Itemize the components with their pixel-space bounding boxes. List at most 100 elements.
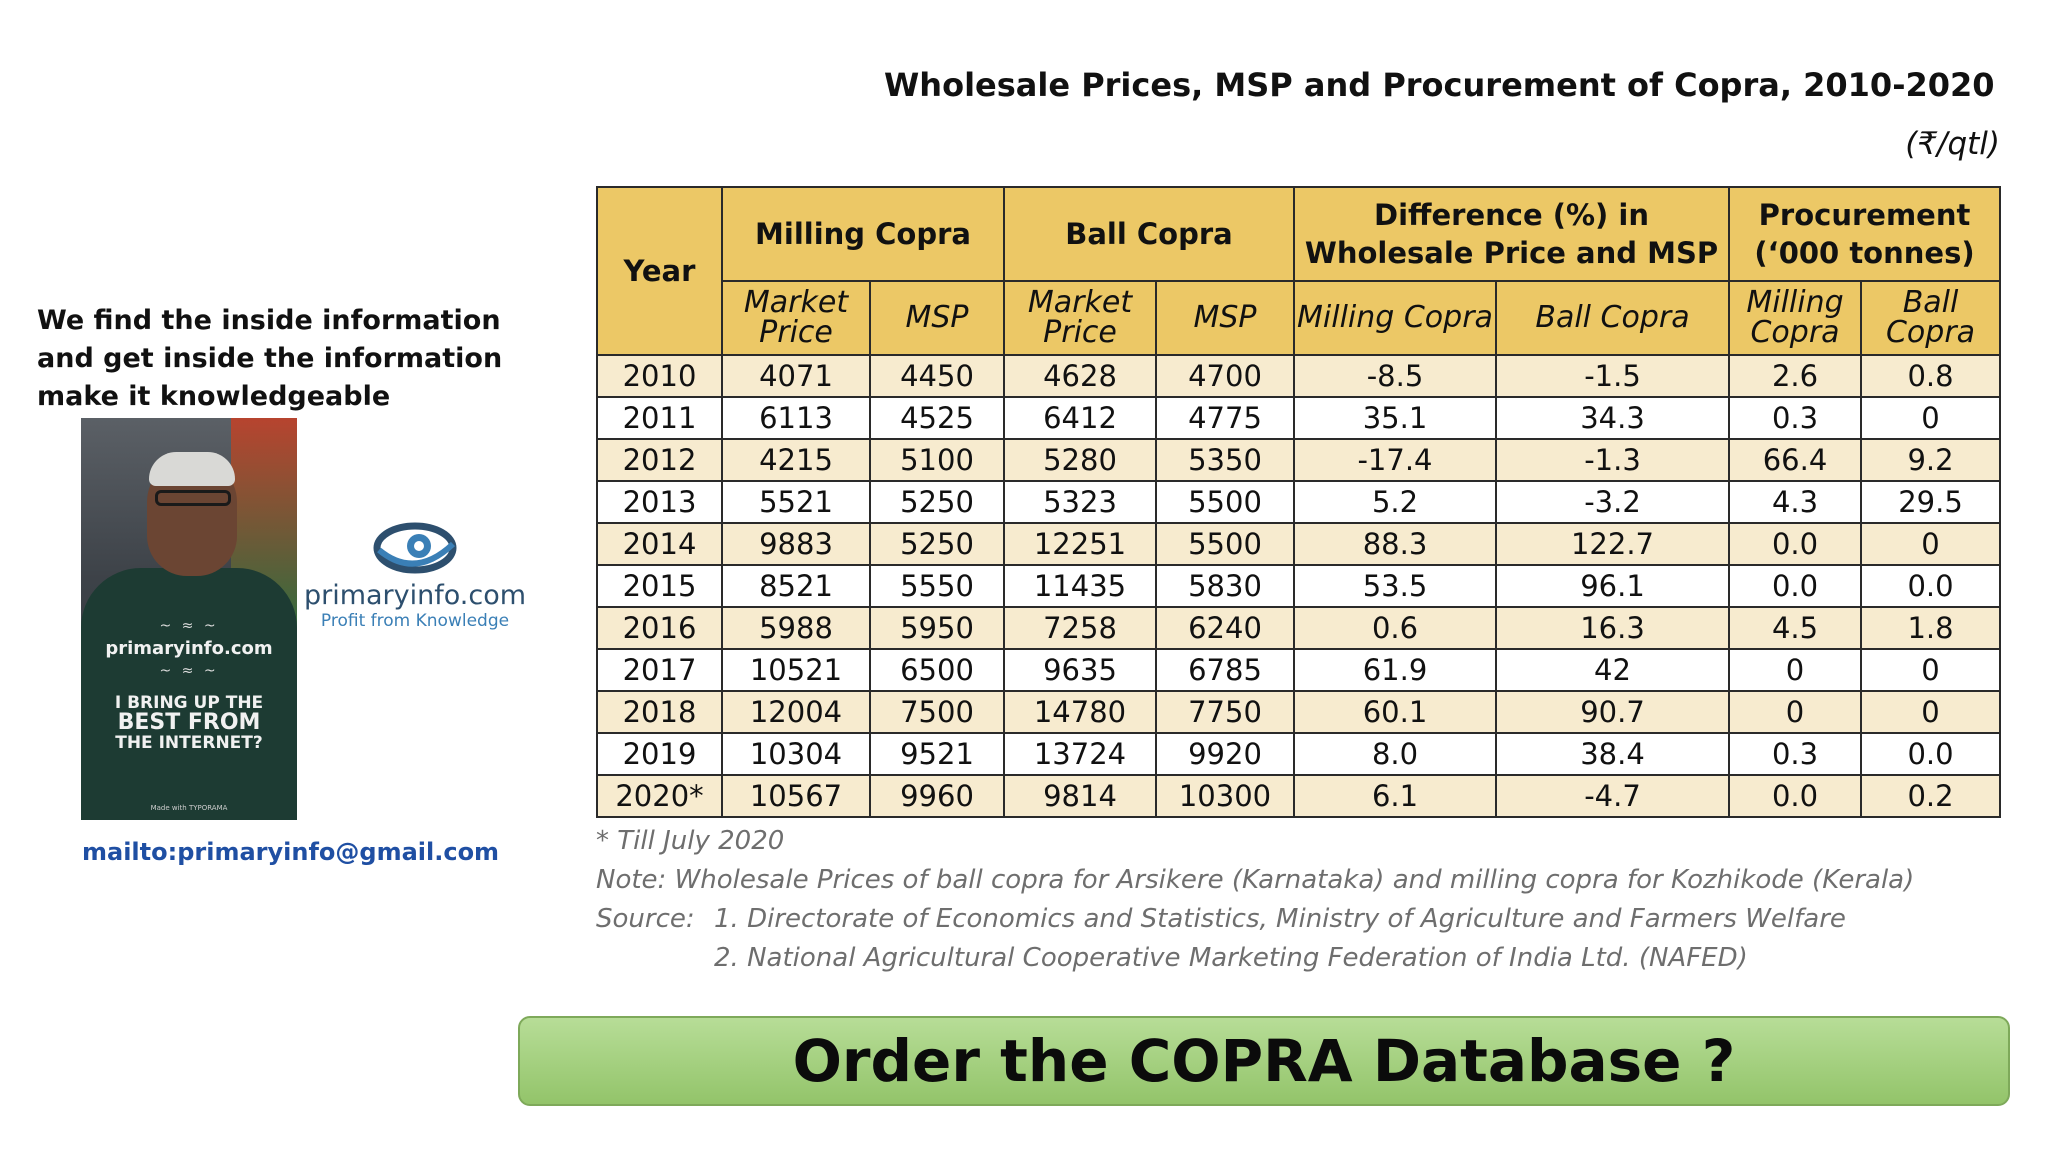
- table-cell: 0.2: [1859, 774, 2002, 818]
- table-cell: 9814: [1003, 774, 1157, 818]
- subheader-msp: MSP: [869, 280, 1005, 356]
- table-row: 2015 8521 5550 11435 5830 53.5 96.1 0.0 0.0: [596, 564, 2002, 608]
- header-year: Year: [596, 186, 723, 356]
- year-cell: 2014: [596, 522, 723, 566]
- table-cell: 10521: [721, 648, 871, 692]
- table-cell: 0.0: [1859, 732, 2002, 776]
- table-cell: 122.7: [1495, 522, 1730, 566]
- photo-shirt: [81, 568, 297, 820]
- tagline: We find the inside information and get i…: [37, 302, 517, 416]
- email-link[interactable]: mailto:primaryinfo@gmail.com: [82, 838, 500, 866]
- shirt-brand: primaryinfo.com: [105, 638, 273, 659]
- table-cell: 4215: [721, 438, 871, 482]
- year-cell: 2012: [596, 438, 723, 482]
- table-cell: 0.0: [1728, 564, 1862, 608]
- table-cell: 5500: [1155, 522, 1295, 566]
- year-cell: 2019: [596, 732, 723, 776]
- table-unit: (₹/qtl): [1905, 126, 2000, 162]
- header-ball-copra: Ball Copra: [1003, 186, 1295, 282]
- order-database-button[interactable]: Order the COPRA Database ?: [518, 1016, 2010, 1106]
- table-cell: 35.1: [1293, 396, 1497, 440]
- table-cell: 66.4: [1728, 438, 1862, 482]
- table-cell: 16.3: [1495, 606, 1730, 650]
- subheader-market-price: Market Price: [1003, 280, 1157, 356]
- table-cell: 4450: [869, 354, 1005, 398]
- table-cell: 2.6: [1728, 354, 1862, 398]
- author-photo: ~ ≈ ~ primaryinfo.com ~ ≈ ~ I BRING UP T…: [81, 418, 297, 820]
- table-cell: 5350: [1155, 438, 1295, 482]
- table-cell: 88.3: [1293, 522, 1497, 566]
- table-cell: 0: [1859, 648, 2002, 692]
- table-cell: -8.5: [1293, 354, 1497, 398]
- subheader-msp: MSP: [1155, 280, 1295, 356]
- left-panel: We find the inside information and get i…: [0, 0, 540, 1152]
- table-cell: 8521: [721, 564, 871, 608]
- table-cell: 4775: [1155, 396, 1295, 440]
- table-cell: 0: [1859, 522, 2002, 566]
- ornament-icon: ~ ≈ ~: [159, 618, 219, 634]
- table-cell: 0.3: [1728, 732, 1862, 776]
- source-label: Source:: [596, 904, 695, 934]
- table-cell: 5500: [1155, 480, 1295, 524]
- table-cell: 10304: [721, 732, 871, 776]
- table-cell: 5250: [869, 522, 1005, 566]
- table-cell: 9920: [1155, 732, 1295, 776]
- table-cell: 9883: [721, 522, 871, 566]
- subheader-proc-ball: Ball Copra: [1859, 280, 2002, 356]
- subheader-diff-ball: Ball Copra: [1495, 280, 1730, 356]
- table-cell: 4525: [869, 396, 1005, 440]
- table-cell: 10300: [1155, 774, 1295, 818]
- slogan-line: THE INTERNET?: [115, 733, 263, 753]
- table-row: 2011 6113 4525 6412 4775 35.1 34.3 0.3 0: [596, 396, 2002, 440]
- table-cell: 5950: [869, 606, 1005, 650]
- table-cell: 7258: [1003, 606, 1157, 650]
- table-cell: 4071: [721, 354, 871, 398]
- logo-subtitle: Profit from Knowledge: [320, 611, 510, 631]
- table-cell: 6.1: [1293, 774, 1497, 818]
- table-cell: 5830: [1155, 564, 1295, 608]
- table-row: 2014 9883 5250 12251 5500 88.3 122.7 0.0 0: [596, 522, 2002, 566]
- table-cell: 0: [1859, 690, 2002, 734]
- photo-glasses: [155, 490, 231, 506]
- photo-credit: Made with TYPORAMA: [150, 804, 228, 812]
- table-cell: 6113: [721, 396, 871, 440]
- table-cell: 7750: [1155, 690, 1295, 734]
- shirt-slogan: I BRING UP THE BEST FROM THE INTERNET?: [81, 693, 297, 753]
- table-row: 2017 10521 6500 9635 6785 61.9 42 0 0: [596, 648, 2002, 692]
- table-cell: 60.1: [1293, 690, 1497, 734]
- table-cell: -3.2: [1495, 480, 1730, 524]
- year-cell: 2011: [596, 396, 723, 440]
- header-procurement: Procurement (‘000 tonnes): [1727, 186, 2002, 282]
- table-cell: 12251: [1003, 522, 1157, 566]
- year-cell: 2010: [596, 354, 723, 398]
- table-cell: 96.1: [1495, 564, 1730, 608]
- photo-hair: [149, 452, 235, 486]
- table-cell: 5988: [721, 606, 871, 650]
- table-cell: -1.5: [1495, 354, 1730, 398]
- footnote-till: * Till July 2020: [596, 826, 785, 856]
- table-row: 2020* 10567 9960 9814 10300 6.1 -4.7 0.0 0.2: [596, 774, 2002, 818]
- year-cell: 2015: [596, 564, 723, 608]
- table-cell: 6785: [1155, 648, 1295, 692]
- table-row: 2012 4215 5100 5280 5350 -17.4 -1.3 66.4 9.2: [596, 438, 2002, 482]
- table-cell: 4700: [1155, 354, 1295, 398]
- year-cell: 2016: [596, 606, 723, 650]
- table-cell: 0: [1728, 648, 1862, 692]
- source-2: 2. National Agricultural Cooperative Mar…: [714, 943, 1748, 973]
- table-cell: 6412: [1003, 396, 1157, 440]
- table-cell: -1.3: [1495, 438, 1730, 482]
- table-cell: 42: [1495, 648, 1730, 692]
- table-cell: 0.8: [1859, 354, 2002, 398]
- table-cell: 34.3: [1495, 396, 1730, 440]
- table-cell: 8.0: [1293, 732, 1497, 776]
- table-row: 2019 10304 9521 13724 9920 8.0 38.4 0.3 0.0: [596, 732, 2002, 776]
- header-milling-copra: Milling Copra: [721, 186, 1005, 282]
- table-row: 2010 4071 4450 4628 4700 -8.5 -1.5 2.6 0.8: [596, 354, 2002, 398]
- table-cell: 9521: [869, 732, 1005, 776]
- table-cell: 5250: [869, 480, 1005, 524]
- table-cell: 5280: [1003, 438, 1157, 482]
- ornament-icon: ~ ≈ ~: [159, 663, 219, 679]
- table-body: 2010 4071 4450 4628 4700 -8.5 -1.5 2.6 0.8 2011 61…: [596, 354, 2002, 818]
- table-cell: 0.0: [1728, 774, 1862, 818]
- header-difference: Difference (%) in Wholesale Price and MS…: [1293, 186, 1730, 282]
